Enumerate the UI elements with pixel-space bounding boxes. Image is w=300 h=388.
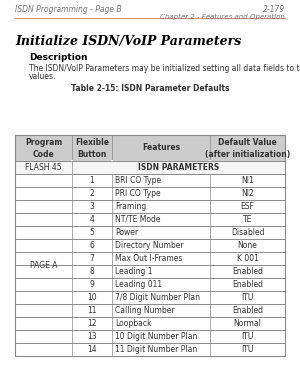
Text: 2-179: 2-179 bbox=[263, 5, 285, 14]
Text: Power: Power bbox=[115, 228, 138, 237]
Text: PRI CO Type: PRI CO Type bbox=[115, 189, 160, 198]
Text: 3: 3 bbox=[90, 202, 94, 211]
Text: 13: 13 bbox=[87, 332, 97, 341]
Text: 7/8 Digit Number Plan: 7/8 Digit Number Plan bbox=[115, 293, 200, 302]
Bar bbox=[15, 135, 285, 161]
Bar bbox=[15, 226, 285, 239]
Bar bbox=[15, 252, 285, 265]
Bar bbox=[15, 187, 285, 200]
Text: Max Out I-Frames: Max Out I-Frames bbox=[115, 254, 182, 263]
Bar bbox=[15, 304, 285, 317]
Text: 9: 9 bbox=[90, 280, 94, 289]
Text: Enabled: Enabled bbox=[232, 280, 263, 289]
Bar bbox=[15, 200, 285, 213]
Text: Features: Features bbox=[142, 144, 180, 152]
Bar bbox=[15, 161, 285, 174]
Text: ITU: ITU bbox=[241, 332, 254, 341]
Bar bbox=[15, 317, 285, 330]
Text: Leading 011: Leading 011 bbox=[115, 280, 162, 289]
Text: 10: 10 bbox=[87, 293, 97, 302]
Text: 14: 14 bbox=[87, 345, 97, 354]
Bar bbox=[15, 135, 285, 356]
Text: Framing: Framing bbox=[115, 202, 146, 211]
Text: ESF: ESF bbox=[241, 202, 254, 211]
Text: K 001: K 001 bbox=[237, 254, 258, 263]
Text: values.: values. bbox=[29, 72, 56, 81]
Bar bbox=[15, 291, 285, 304]
Text: 12: 12 bbox=[87, 319, 97, 328]
Text: 1: 1 bbox=[90, 176, 94, 185]
Text: Program: Program bbox=[25, 138, 62, 147]
Text: Flexible: Flexible bbox=[75, 138, 109, 147]
Text: Calling Number: Calling Number bbox=[115, 306, 175, 315]
Text: Description: Description bbox=[29, 53, 88, 62]
Text: PAGE A: PAGE A bbox=[30, 260, 57, 270]
Text: 6: 6 bbox=[90, 241, 94, 250]
Text: TE: TE bbox=[243, 215, 252, 224]
Text: Enabled: Enabled bbox=[232, 306, 263, 315]
Text: NT/TE Mode: NT/TE Mode bbox=[115, 215, 160, 224]
Text: Disabled: Disabled bbox=[231, 228, 264, 237]
Text: (after initialization): (after initialization) bbox=[205, 150, 290, 159]
Text: 4: 4 bbox=[90, 215, 94, 224]
Text: 5: 5 bbox=[90, 228, 94, 237]
Text: The ISDN/VoIP Parameters may be initialized setting all data fields to their ori: The ISDN/VoIP Parameters may be initiali… bbox=[29, 64, 300, 73]
Text: ISDN Programming - Page B: ISDN Programming - Page B bbox=[15, 5, 122, 14]
Text: NI1: NI1 bbox=[241, 176, 254, 185]
Bar bbox=[15, 265, 285, 278]
Text: Directory Number: Directory Number bbox=[115, 241, 184, 250]
Text: Enabled: Enabled bbox=[232, 267, 263, 276]
Text: FLASH 45: FLASH 45 bbox=[25, 163, 62, 172]
Text: Default Value: Default Value bbox=[218, 138, 277, 147]
Text: Table 2-15: ISDN Parameter Defaults: Table 2-15: ISDN Parameter Defaults bbox=[71, 84, 229, 93]
Text: ITU: ITU bbox=[241, 293, 254, 302]
Text: Chapter 2 - Features and Operation: Chapter 2 - Features and Operation bbox=[160, 14, 285, 20]
Text: 7: 7 bbox=[90, 254, 94, 263]
Text: BRI CO Type: BRI CO Type bbox=[115, 176, 161, 185]
Bar bbox=[15, 174, 285, 187]
Text: Initialize ISDN/VoIP Parameters: Initialize ISDN/VoIP Parameters bbox=[15, 35, 241, 48]
Bar bbox=[15, 239, 285, 252]
Bar bbox=[15, 278, 285, 291]
Text: Leading 1: Leading 1 bbox=[115, 267, 152, 276]
Text: ITU: ITU bbox=[241, 345, 254, 354]
Text: None: None bbox=[238, 241, 257, 250]
Text: 11: 11 bbox=[87, 306, 97, 315]
Text: 8: 8 bbox=[90, 267, 94, 276]
Text: ISDN PARAMETERS: ISDN PARAMETERS bbox=[138, 163, 219, 172]
Text: 2: 2 bbox=[90, 189, 94, 198]
Text: 10 Digit Number Plan: 10 Digit Number Plan bbox=[115, 332, 197, 341]
Text: NI2: NI2 bbox=[241, 189, 254, 198]
Text: Button: Button bbox=[77, 150, 107, 159]
Text: Code: Code bbox=[33, 150, 54, 159]
Bar bbox=[15, 330, 285, 343]
Bar bbox=[15, 343, 285, 356]
Text: Loopback: Loopback bbox=[115, 319, 152, 328]
Bar bbox=[15, 213, 285, 226]
Text: Normal: Normal bbox=[234, 319, 261, 328]
Text: 11 Digit Number Plan: 11 Digit Number Plan bbox=[115, 345, 197, 354]
